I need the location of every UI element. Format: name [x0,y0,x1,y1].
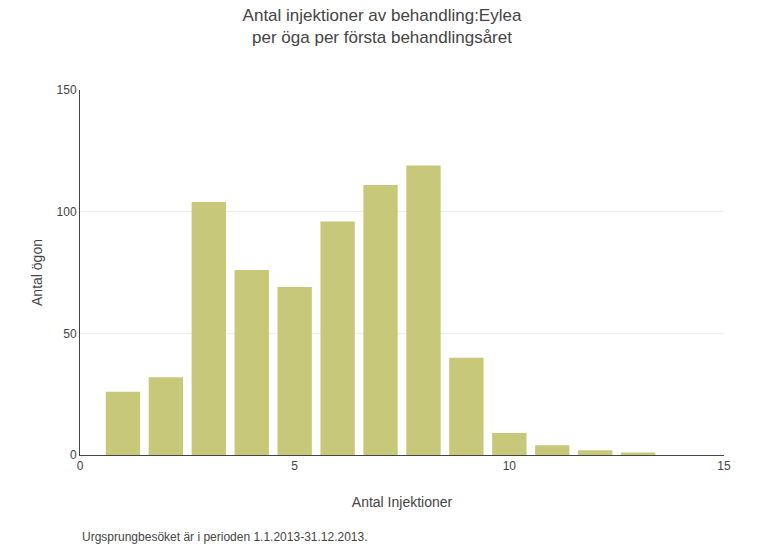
svg-text:10: 10 [503,459,517,473]
svg-text:Antal ögon: Antal ögon [29,239,45,306]
svg-text:15: 15 [717,459,731,473]
svg-text:Antal Injektioner: Antal Injektioner [352,494,453,510]
svg-text:Antal injektioner av behandlin: Antal injektioner av behandling:Eyleaper… [243,6,522,47]
svg-text:Urgsprungbesöket är i perioden: Urgsprungbesöket är i perioden 1.1.2013-… [82,530,368,544]
svg-text:0: 0 [70,448,77,462]
svg-text:150: 150 [57,83,77,97]
svg-text:50: 50 [63,327,77,341]
svg-text:0: 0 [77,459,84,473]
svg-text:5: 5 [291,459,298,473]
svg-text:100: 100 [57,205,77,219]
